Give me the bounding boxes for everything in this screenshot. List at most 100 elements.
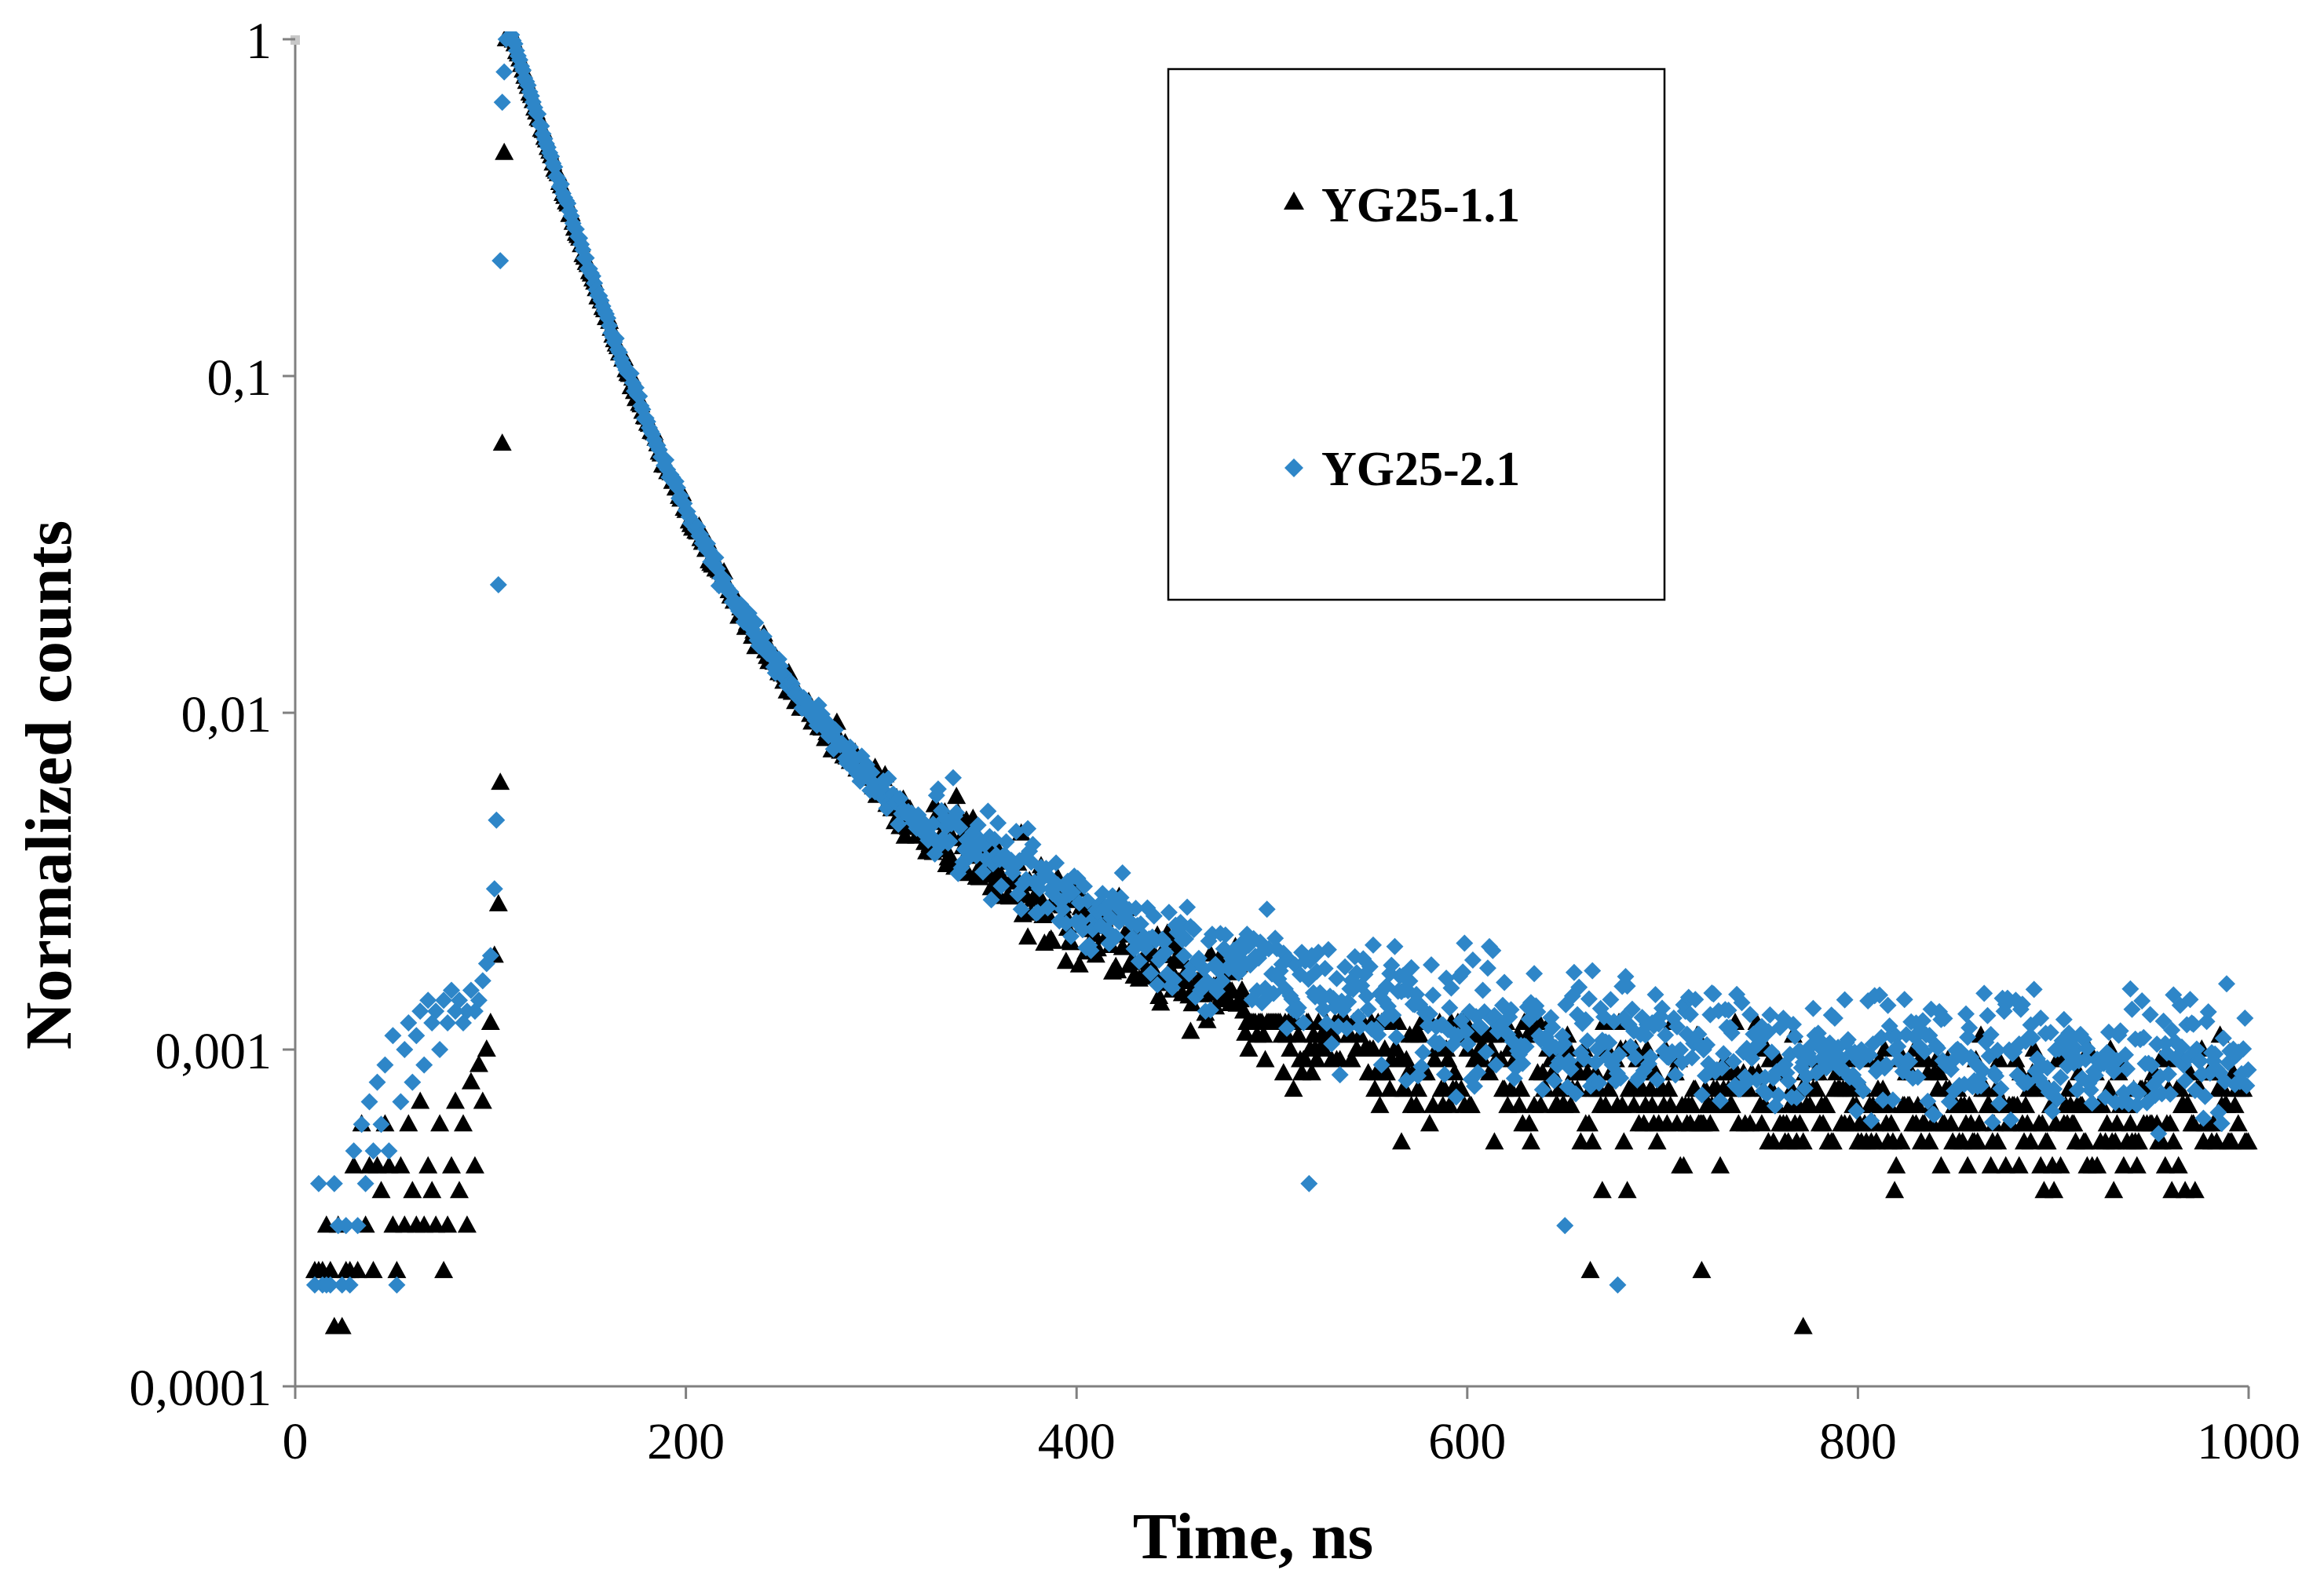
data-point (1487, 1056, 1505, 1074)
data-point (1339, 993, 1357, 1011)
data-point (506, 31, 510, 33)
data-point (1705, 985, 1723, 1003)
data-point (1175, 947, 1193, 965)
data-point (1666, 1066, 1684, 1084)
data-point (485, 880, 503, 898)
data-point (1369, 1026, 1387, 1044)
data-point (2037, 1132, 2057, 1150)
data-point (473, 972, 491, 990)
data-point (1609, 1276, 1627, 1294)
data-point (1612, 1069, 1630, 1087)
data-point (403, 1181, 422, 1199)
data-point (1877, 1056, 1895, 1073)
data-point (404, 1073, 422, 1091)
data-point (1847, 1102, 1865, 1120)
data-point (1920, 1132, 1939, 1150)
data-point (1715, 1045, 1733, 1063)
data-point (2123, 1000, 2141, 1018)
data-point (1019, 820, 1037, 838)
data-point (1514, 1054, 1532, 1072)
data-point (2185, 1181, 2205, 1199)
data-point (1873, 1079, 1893, 1097)
data-point (2181, 991, 2199, 1009)
data-point (1397, 1050, 1416, 1068)
data-point (1359, 1000, 1377, 1018)
data-point (1881, 1114, 1901, 1132)
data-point (1779, 1072, 1797, 1090)
y-axis-title: Normalized counts (13, 520, 86, 1050)
data-point (1295, 1013, 1313, 1032)
data-point (344, 1156, 364, 1174)
data-point (1724, 1053, 1742, 1071)
data-point (2025, 980, 2043, 999)
data-point (1316, 959, 1334, 977)
data-point (1627, 1049, 1645, 1067)
data-point (1531, 1095, 1551, 1113)
data-point (1376, 1063, 1396, 1081)
data-point (1386, 937, 1404, 955)
data-point (2023, 1029, 2041, 1047)
data-point (1278, 1019, 1295, 1037)
data-point (2184, 1015, 2202, 1033)
data-point (1484, 941, 1502, 959)
data-point (747, 614, 765, 632)
data-point (2161, 1114, 2180, 1132)
data-point (1380, 1079, 1400, 1097)
data-point (1617, 1181, 1637, 1199)
data-point (1577, 1011, 1595, 1029)
data-point (1657, 1026, 1675, 1044)
data-point (1526, 965, 1544, 983)
data-point (1288, 1025, 1308, 1043)
data-point (2222, 1132, 2242, 1150)
data-point (1474, 981, 1492, 999)
data-point (1442, 979, 1460, 997)
data-point (1485, 1132, 1504, 1150)
data-point (2213, 1115, 2231, 1133)
data-point (2076, 1132, 2096, 1150)
data-point (499, 13, 517, 31)
data-point (1642, 1048, 1660, 1066)
data-point (481, 947, 499, 965)
data-point (1690, 1025, 1708, 1043)
data-point (1423, 956, 1440, 974)
data-point (1319, 940, 1337, 958)
data-point (2225, 1095, 2245, 1113)
data-point (1239, 1039, 1259, 1057)
data-point (488, 893, 508, 911)
data-point (1047, 854, 1065, 872)
data-point (2176, 1072, 2194, 1090)
y-tick-label: 1 (246, 13, 272, 70)
data-point (707, 549, 725, 567)
data-point (1683, 1049, 1701, 1067)
data-point (451, 991, 468, 1010)
data-point (337, 1217, 355, 1235)
data-point (1814, 1114, 1833, 1132)
data-point (1533, 1081, 1551, 1099)
data-point (826, 721, 844, 739)
data-point (1599, 1079, 1619, 1097)
data-point (1561, 1095, 1580, 1113)
data-point (1874, 1091, 1892, 1109)
data-point (1201, 1001, 1219, 1019)
data-point (1402, 958, 1420, 977)
data-point (1972, 1077, 1990, 1095)
data-point (438, 1215, 458, 1233)
data-point (368, 1073, 386, 1091)
data-point (462, 981, 480, 999)
data-point (1681, 1006, 1699, 1024)
data-point (495, 142, 514, 160)
data-point (384, 1027, 402, 1045)
data-point (2143, 1057, 2161, 1075)
data-point (2121, 1114, 2140, 1132)
data-point (1387, 1039, 1406, 1057)
data-point (997, 833, 1015, 851)
data-point (1447, 1088, 1465, 1106)
data-point (492, 433, 512, 451)
data-point (1425, 1050, 1445, 1068)
data-point (1659, 1079, 1679, 1097)
data-point (2077, 1050, 2095, 1068)
y-tick-label: 0,0001 (130, 1360, 272, 1417)
data-point (353, 1115, 371, 1134)
data-point (1107, 928, 1125, 946)
